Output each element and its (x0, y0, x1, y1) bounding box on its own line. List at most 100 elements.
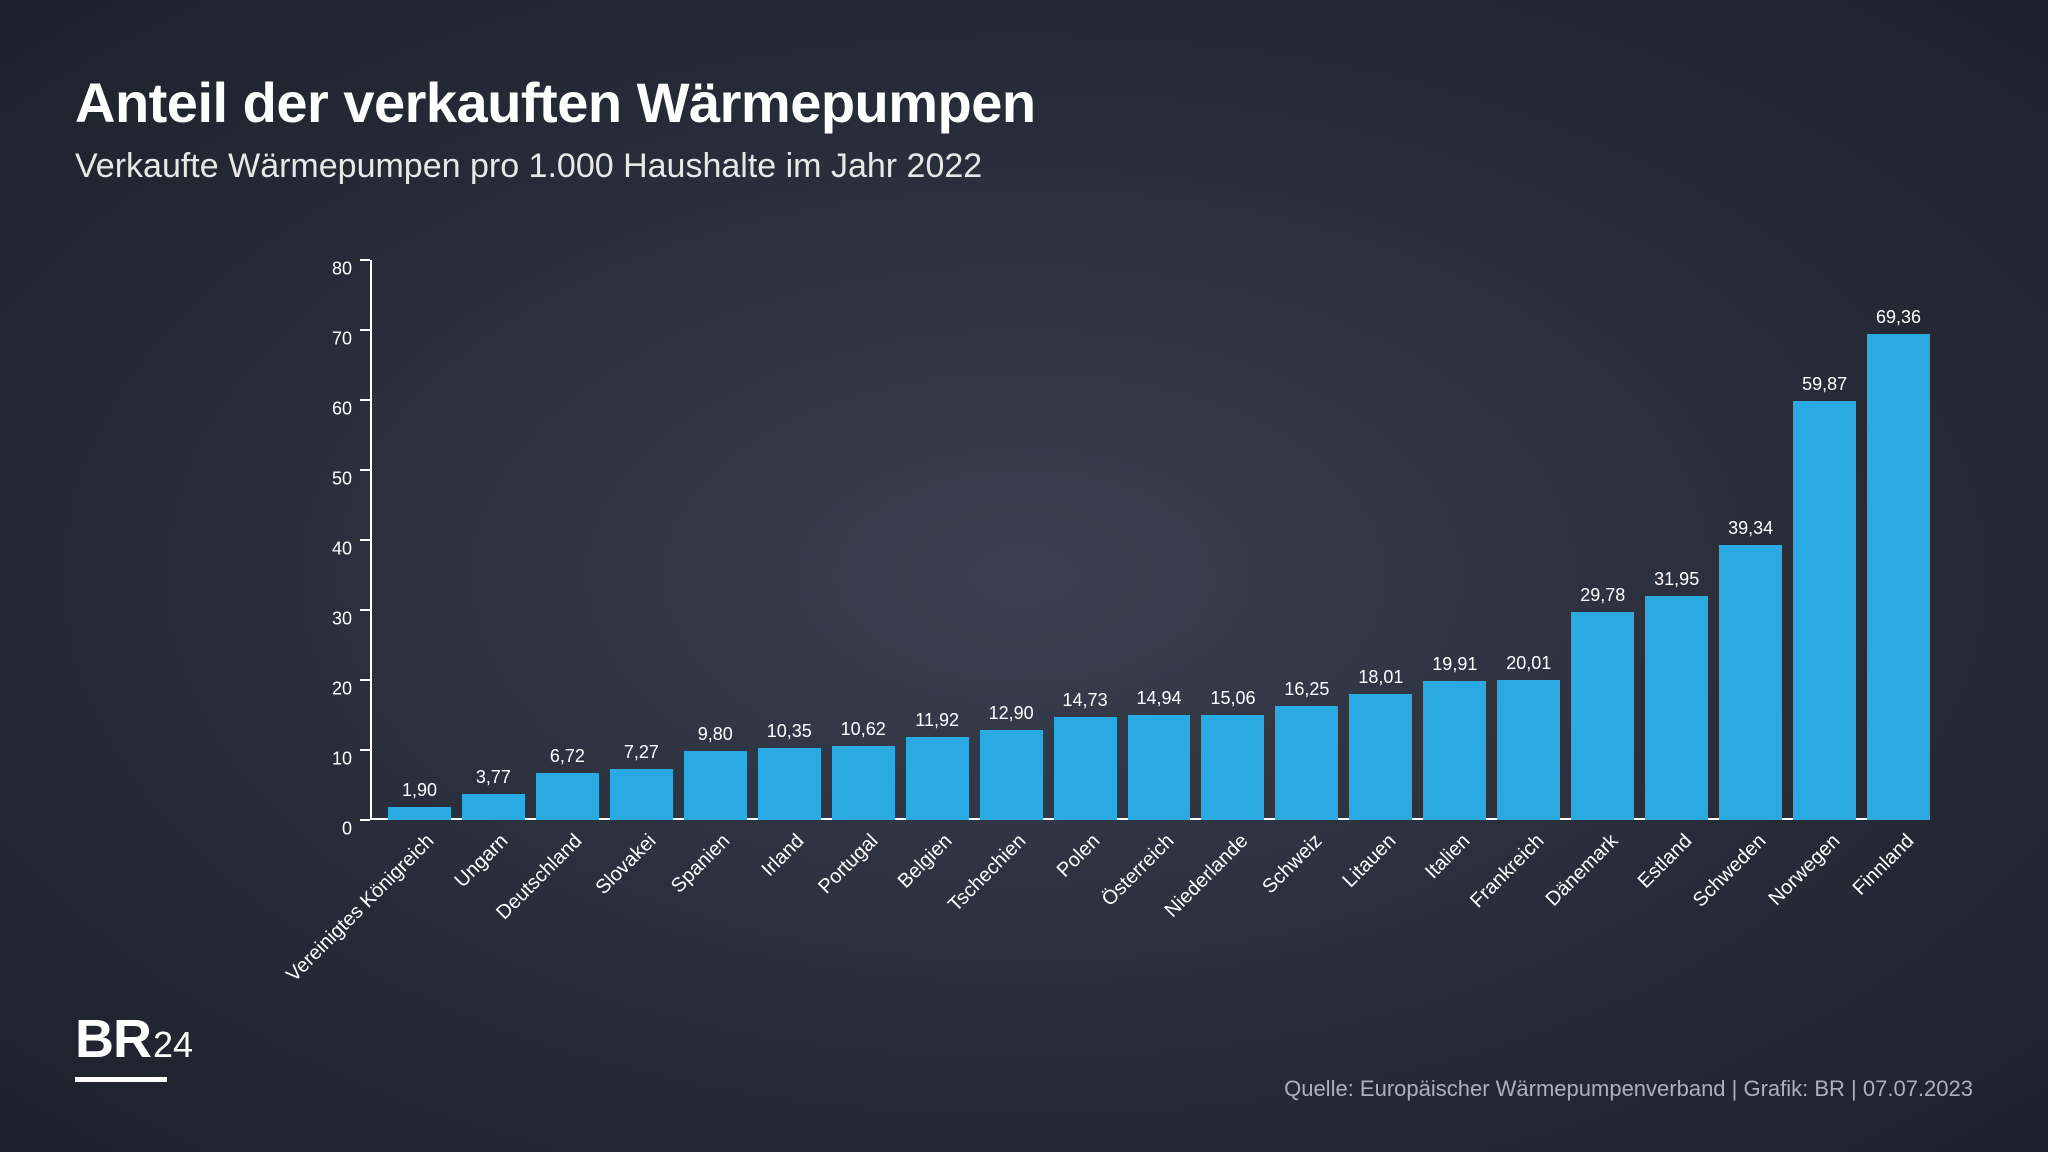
bar-rect (1867, 334, 1930, 820)
bar: 39,34Schweden (1719, 260, 1782, 820)
bar-category-label: Frankreich (1466, 830, 1549, 913)
y-axis-label: 60 (332, 399, 352, 420)
bar-value-label: 3,77 (476, 767, 511, 788)
bar-value-label: 14,94 (1136, 688, 1181, 709)
bar-value-label: 9,80 (698, 724, 733, 745)
y-axis-label: 80 (332, 259, 352, 280)
bar-rect (906, 737, 969, 820)
bar-value-label: 1,90 (402, 780, 437, 801)
bar-value-label: 31,95 (1654, 569, 1699, 590)
y-tick (360, 609, 370, 611)
bar-value-label: 12,90 (989, 703, 1034, 724)
y-tick (360, 329, 370, 331)
y-tick (360, 399, 370, 401)
bar-category-label: Ungarn (451, 830, 514, 893)
br24-logo: BR 24 (75, 1017, 193, 1082)
y-tick (360, 749, 370, 751)
bar-rect (758, 748, 821, 820)
chart-title: Anteil der verkauften Wärmepumpen (75, 70, 1973, 135)
bar-category-label: Litauen (1338, 830, 1401, 893)
bar-rect (1793, 401, 1856, 820)
bar-rect (536, 773, 599, 820)
bar-value-label: 15,06 (1210, 688, 1255, 709)
bar-value-label: 7,27 (624, 742, 659, 763)
bar: 14,94Österreich (1128, 260, 1191, 820)
bar: 16,25Schweiz (1275, 260, 1338, 820)
bar-category-label: Spanien (667, 830, 735, 898)
chart-subtitle: Verkaufte Wärmepumpen pro 1.000 Haushalt… (75, 147, 1973, 186)
bar-category-label: Schweiz (1258, 830, 1327, 899)
bar: 10,62Portugal (832, 260, 895, 820)
bar-rect (832, 746, 895, 820)
bar-category-label: Estland (1633, 830, 1696, 893)
bar-value-label: 10,62 (841, 719, 886, 740)
logo-underline (75, 1077, 167, 1082)
y-axis-label: 70 (332, 329, 352, 350)
bar-rect (1571, 612, 1634, 820)
bar-rect (388, 807, 451, 820)
bar-rect (462, 794, 525, 820)
bar-category-label: Portugal (814, 830, 883, 899)
bar-value-label: 59,87 (1802, 374, 1847, 395)
bar-category-label: Schweden (1688, 830, 1770, 912)
bar-value-label: 39,34 (1728, 518, 1773, 539)
y-axis-label: 30 (332, 609, 352, 630)
bar: 59,87Norwegen (1793, 260, 1856, 820)
bar: 12,90Tschechien (980, 260, 1043, 820)
bar-value-label: 10,35 (767, 721, 812, 742)
y-tick (360, 819, 370, 821)
bar: 7,27Slovakei (610, 260, 673, 820)
logo-suffix: 24 (153, 1027, 193, 1063)
bar-rect (1128, 715, 1191, 820)
bar: 20,01Frankreich (1497, 260, 1560, 820)
bar-rect (1349, 694, 1412, 820)
bar-category-label: Irland (758, 830, 810, 882)
bar-category-label: Norwegen (1764, 830, 1845, 911)
bar-category-label: Tschechien (944, 830, 1031, 917)
bar-rect (610, 769, 673, 820)
bar-value-label: 11,92 (915, 710, 959, 731)
bar-rect (1497, 680, 1560, 820)
bar-value-label: 18,01 (1358, 667, 1403, 688)
bar-rect (980, 730, 1043, 820)
bar-category-label: Italien (1421, 830, 1475, 884)
y-tick (360, 259, 370, 261)
bar-category-label: Belgien (894, 830, 957, 893)
bar-rect (1201, 715, 1264, 820)
bar: 6,72Deutschland (536, 260, 599, 820)
y-tick (360, 679, 370, 681)
bar-category-label: Finnland (1848, 830, 1919, 901)
bar: 3,77Ungarn (462, 260, 525, 820)
bar-value-label: 16,25 (1284, 679, 1329, 700)
bar: 10,35Irland (758, 260, 821, 820)
source-caption: Quelle: Europäischer Wärmepumpenverband … (1284, 1076, 1973, 1102)
bar-value-label: 29,78 (1580, 585, 1625, 606)
bar-rect (684, 751, 747, 820)
bar: 19,91Italien (1423, 260, 1486, 820)
bar-rect (1645, 596, 1708, 820)
bar: 15,06Niederlande (1201, 260, 1264, 820)
bar-rect (1054, 717, 1117, 820)
bars-container: 1,90Vereinigtes Königreich3,77Ungarn6,72… (388, 260, 1930, 820)
bar: 69,36Finnland (1867, 260, 1930, 820)
bar-value-label: 69,36 (1876, 307, 1921, 328)
bar: 11,92Belgien (906, 260, 969, 820)
bar-category-label: Dänemark (1541, 830, 1623, 912)
bar: 18,01Litauen (1349, 260, 1412, 820)
bar-value-label: 14,73 (1063, 690, 1108, 711)
y-axis-label: 20 (332, 679, 352, 700)
bar-rect (1275, 706, 1338, 820)
chart-header: Anteil der verkauften Wärmepumpen Verkau… (75, 70, 1973, 186)
y-axis-label: 40 (332, 539, 352, 560)
bar: 9,80Spanien (684, 260, 747, 820)
bar: 14,73Polen (1054, 260, 1117, 820)
bar-value-label: 19,91 (1432, 654, 1477, 675)
bar: 29,78Dänemark (1571, 260, 1634, 820)
y-tick (360, 469, 370, 471)
bar: 1,90Vereinigtes Königreich (388, 260, 451, 820)
bar-category-label: Slovakei (592, 830, 662, 900)
y-axis-label: 50 (332, 469, 352, 490)
y-axis (370, 260, 372, 820)
bar-category-label: Vereinigtes Königreich (283, 830, 440, 987)
bar-rect (1719, 545, 1782, 820)
